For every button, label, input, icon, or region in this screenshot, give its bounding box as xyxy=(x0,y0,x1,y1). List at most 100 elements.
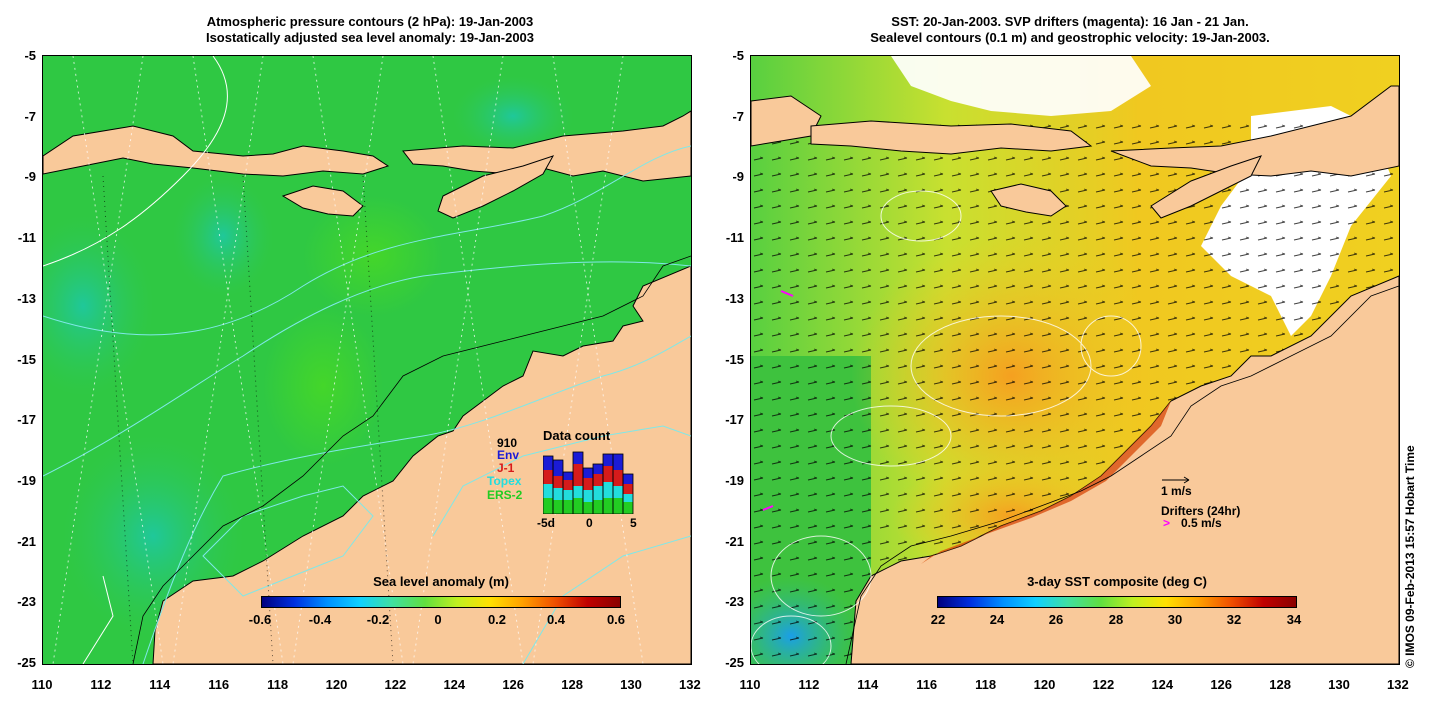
y-tick-label: -13 xyxy=(725,290,744,306)
sst-colorbar-title: 3-day SST composite (deg C) xyxy=(1027,574,1207,589)
sst-colorbar-tick: 30 xyxy=(1167,612,1183,627)
sla-colorbar-tick: 0.4 xyxy=(546,612,566,627)
sla-colorbar-tick: -0.2 xyxy=(366,612,390,627)
x-tick-label: 130 xyxy=(1328,677,1350,692)
flores-islands xyxy=(1110,85,1399,177)
australia-land xyxy=(152,265,691,664)
x-tick-label: 132 xyxy=(1387,677,1409,692)
x-tick-label: 118 xyxy=(975,677,997,692)
track-line xyxy=(43,56,228,267)
y-tick-label: -23 xyxy=(725,594,744,610)
track-line xyxy=(82,575,114,664)
sla-high-patch xyxy=(303,196,443,316)
data-count-xtick: 0 xyxy=(586,516,593,530)
x-tick-label: 110 xyxy=(31,677,53,692)
drifter-track xyxy=(762,505,774,511)
x-tick-label: 120 xyxy=(1033,677,1056,692)
y-tick-label: -7 xyxy=(732,108,744,124)
sst-colorbar-tick: 24 xyxy=(989,612,1005,627)
pressure-contour xyxy=(522,535,691,664)
sst-colorbar-tick: 22 xyxy=(930,612,946,627)
sst-colorbar-tick: 28 xyxy=(1108,612,1124,627)
y-tick-label: -25 xyxy=(725,655,744,670)
y-tick-label: -23 xyxy=(17,594,36,610)
x-tick-label: 122 xyxy=(1092,677,1115,692)
sla-high-patch xyxy=(263,306,383,466)
x-tick-label: 130 xyxy=(620,677,642,692)
bathymetry-contour xyxy=(132,255,691,664)
sla-map-svg xyxy=(43,56,691,664)
sla-low-patch xyxy=(43,216,153,396)
y-tick-label: -21 xyxy=(725,533,744,549)
timor-island xyxy=(1150,155,1262,219)
sst-colorbar-tick: 34 xyxy=(1286,612,1302,627)
sumba-island xyxy=(990,183,1067,217)
sla-colorbar-tick: -0.4 xyxy=(308,612,332,627)
sea-level-anomaly-map: Data count 910 Env J-1 Topex ERS-2 xyxy=(42,55,692,665)
altimeter-tracks xyxy=(52,56,644,664)
drifter-arrow-icon: > xyxy=(1163,516,1171,530)
x-tick-label: 116 xyxy=(208,677,230,692)
left-title-line1: Atmospheric pressure contours (2 hPa): 1… xyxy=(206,14,534,29)
data-count-label-ers2: ERS-2 xyxy=(487,488,523,502)
x-tick-label: 128 xyxy=(561,677,583,692)
data-count-title: Data count xyxy=(543,428,611,443)
y-tick-label: -7 xyxy=(24,108,36,124)
data-count-bar-outlines xyxy=(543,451,634,514)
sst-map-svg xyxy=(751,56,1399,664)
x-tick-label: 118 xyxy=(267,677,289,692)
right-map-title: SST: 20-Jan-2003. SVP drifters (magenta)… xyxy=(800,14,1340,46)
pressure-contour xyxy=(43,145,691,336)
y-tick-label: -17 xyxy=(17,412,36,428)
y-tick-label: -5 xyxy=(732,48,744,63)
x-tick-label: 128 xyxy=(1269,677,1291,692)
data-count-bars xyxy=(543,452,633,514)
copyright-notice: © IMOS 09-Feb-2013 15:57 Hobart Time xyxy=(1403,445,1417,668)
left-title-line2: Isostatically adjusted sea level anomaly… xyxy=(205,30,535,45)
flores-islands xyxy=(402,110,691,182)
data-count-label-j1: J-1 xyxy=(497,461,515,475)
x-tick-label: 112 xyxy=(798,677,820,692)
data-count-xtick: 5 xyxy=(630,516,637,530)
velocity-scale-arrow xyxy=(1162,476,1190,484)
right-title-line2: Sealevel contours (0.1 m) and geostrophi… xyxy=(870,30,1270,45)
y-tick-label: -25 xyxy=(17,655,36,670)
lesser-sunda-islands xyxy=(810,120,1093,155)
bathymetry-contour xyxy=(845,285,1399,664)
y-tick-label: -13 xyxy=(17,290,36,306)
timor-island xyxy=(437,155,555,219)
velocity-scale-label: 1 m/s xyxy=(1161,484,1192,498)
x-tick-label: 124 xyxy=(443,677,466,692)
sla-low-patch xyxy=(453,76,573,156)
pressure-contour xyxy=(43,261,691,477)
sla-colorbar-tick: 0 xyxy=(434,612,442,627)
y-tick-label: -9 xyxy=(732,169,744,185)
sla-colorbar-tick: 0.6 xyxy=(606,612,626,627)
y-tick-label: -9 xyxy=(24,169,36,185)
x-tick-label: 126 xyxy=(1210,677,1233,692)
sea-level-contours xyxy=(751,190,1142,664)
y-tick-label: -11 xyxy=(725,230,744,246)
x-tick-label: 124 xyxy=(1151,677,1174,692)
drifter-speed-label: 0.5 m/s xyxy=(1181,516,1222,530)
pressure-contour xyxy=(142,335,691,664)
sla-colorbar-tick: -0.6 xyxy=(248,612,272,627)
x-tick-label: 110 xyxy=(739,677,761,692)
x-tick-label: 122 xyxy=(384,677,407,692)
data-count-xtick: -5d xyxy=(537,516,555,530)
sumba-island xyxy=(281,185,364,217)
y-tick-label: -19 xyxy=(17,472,36,488)
x-tick-label: 132 xyxy=(679,677,701,692)
y-tick-label: -15 xyxy=(17,351,36,367)
drifters-legend-title: Drifters (24hr) xyxy=(1161,504,1241,518)
data-count-label-env: Env xyxy=(497,448,520,462)
y-tick-label: -17 xyxy=(725,412,744,428)
y-tick-label: -21 xyxy=(17,533,36,549)
sla-colorbar-title: Sea level anomaly (m) xyxy=(373,574,509,589)
y-tick-label: -15 xyxy=(725,351,744,367)
sla-colorbar-tick: 0.2 xyxy=(487,612,507,627)
sst-colorbar-tick: 26 xyxy=(1048,612,1064,627)
x-tick-label: 114 xyxy=(857,677,879,692)
data-count-label-topex: Topex xyxy=(487,474,522,488)
sla-colorbar xyxy=(261,596,621,608)
